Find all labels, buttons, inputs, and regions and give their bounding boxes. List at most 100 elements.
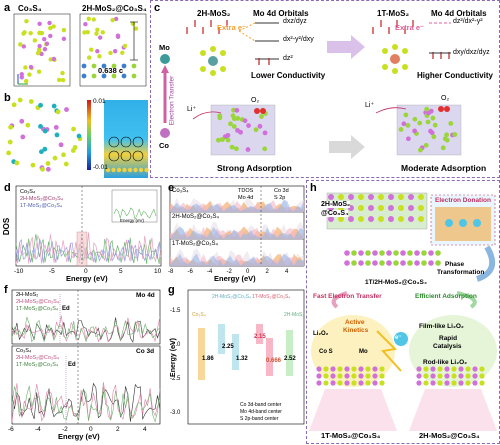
atom	[365, 366, 371, 372]
atom	[378, 216, 384, 222]
atom	[262, 146, 268, 152]
heterostructure-label: 1T/2H-MoS₂@Co₃S₄	[365, 279, 427, 286]
electron-transfer-label: Electron Transfer	[168, 75, 176, 126]
atom	[225, 132, 231, 138]
atom	[229, 144, 235, 150]
atom	[388, 216, 394, 222]
legend-co3d-center: Co 3d-band center	[240, 402, 282, 408]
atom	[472, 380, 478, 386]
atom	[351, 373, 357, 379]
legend-mo4d: Mo 4d	[238, 195, 254, 201]
atom	[423, 366, 429, 372]
atom	[400, 250, 406, 256]
atom	[368, 205, 374, 211]
band-bar	[266, 338, 273, 376]
co3s4-title: Co₃S₄	[18, 4, 42, 13]
legend-co3d: Co 3d	[274, 188, 289, 194]
panel-e: e -8 -6 -4 -2 0 2 4 Co₃S₄ 2H-MoS₂@Co₃S₄ 1T-MoS…	[166, 182, 306, 283]
atom	[220, 137, 225, 142]
value-5: 0.666	[266, 358, 282, 364]
film-label: Film-like Li₂O₂	[419, 323, 464, 330]
atom	[19, 75, 25, 80]
atom	[45, 161, 51, 166]
atom	[344, 366, 350, 372]
x-tick-label: -2	[62, 426, 68, 433]
x-tick-label: -6	[188, 269, 194, 275]
atom	[365, 380, 371, 386]
atom	[365, 373, 371, 379]
highlight-circle	[108, 136, 120, 148]
right-orbitals-title: Mo 4d Orbitals	[431, 9, 487, 18]
atom	[351, 366, 357, 372]
atom	[358, 260, 364, 266]
atom	[437, 373, 443, 379]
atom	[95, 27, 100, 33]
atom	[338, 194, 344, 200]
x-tick-label: 4	[143, 426, 147, 433]
atom	[100, 30, 105, 35]
rod-label: Rod-like Li₂O₂	[423, 359, 468, 366]
atom	[220, 50, 226, 56]
atom	[234, 107, 240, 113]
atom	[392, 68, 398, 74]
atom	[257, 123, 263, 129]
panel-label: b	[4, 92, 11, 104]
atom	[405, 136, 411, 142]
panel-d: d DOS -10 -5 0 5 10 Co₃S₄ 2H-MoS₂@Co₃S₄ 1T-M…	[0, 182, 165, 283]
atom	[330, 366, 336, 372]
atom	[94, 31, 99, 36]
mechanism-diagram	[309, 192, 497, 431]
atom	[428, 260, 434, 266]
atom	[386, 260, 392, 266]
atom	[242, 118, 248, 124]
panel-label: a	[4, 2, 11, 14]
atom	[451, 373, 457, 379]
atom	[393, 260, 399, 266]
panel-label: c	[154, 2, 161, 14]
atom	[416, 366, 422, 372]
atom	[81, 73, 87, 79]
legend-s2p: S 2p	[274, 195, 286, 201]
atom	[37, 21, 42, 26]
x-tick-label: 0	[84, 268, 88, 275]
atom	[51, 24, 56, 29]
atom	[38, 102, 43, 108]
atom	[52, 155, 58, 161]
atom	[465, 373, 471, 379]
atom	[458, 373, 464, 379]
atom	[437, 366, 443, 372]
atom	[372, 366, 378, 372]
atom	[358, 380, 364, 386]
y-tick-label: -2.0	[170, 342, 181, 348]
atom	[337, 380, 343, 386]
atom	[127, 167, 133, 173]
atom	[122, 167, 127, 173]
atom	[210, 70, 216, 76]
atom	[200, 50, 206, 56]
atom	[120, 50, 125, 55]
o2-label-left: O₂	[251, 97, 260, 104]
atom	[344, 373, 350, 379]
atom	[430, 380, 436, 386]
x-tick-label: -2	[227, 269, 233, 275]
x-tick-label: 2	[266, 269, 270, 275]
atom	[6, 150, 12, 156]
atom	[21, 44, 26, 49]
atom	[408, 216, 414, 222]
atom	[472, 366, 478, 372]
atom	[402, 64, 408, 70]
atom	[328, 194, 334, 200]
atom	[64, 107, 69, 112]
atom	[144, 167, 149, 173]
atom	[431, 134, 437, 140]
highlight-circle	[120, 150, 132, 162]
atom	[465, 380, 471, 386]
atom	[51, 56, 57, 62]
inset-xlabel: Energy (eV)	[120, 218, 145, 223]
extra-electron-left: Extra e⁻	[217, 23, 246, 32]
atom	[200, 66, 206, 72]
atom	[83, 21, 88, 27]
atom	[401, 121, 407, 127]
atom	[398, 194, 404, 200]
orbital-dxy-dxz-dyz: dxy/dxz/dyz	[453, 49, 490, 56]
